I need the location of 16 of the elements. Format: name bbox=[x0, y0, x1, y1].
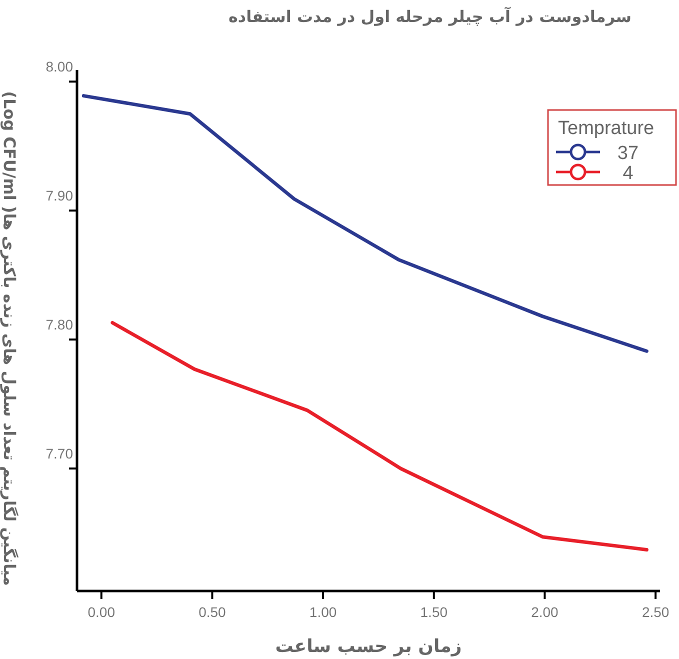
legend-label: 4 bbox=[622, 163, 634, 184]
y-tick-label: 7.80 bbox=[46, 316, 74, 333]
y-axis-title: میانگین لگاریتم تعداد سلول های زنده باکتری ها( Log CFU/ml) bbox=[0, 91, 19, 586]
x-tick-label: 0.00 bbox=[88, 604, 116, 620]
x-tick-label: 1.50 bbox=[420, 604, 448, 620]
chart-title: سرمادوست در آب چیلر مرحله اول در مدت استفاده bbox=[228, 6, 632, 26]
x-tick-label: 2.50 bbox=[642, 604, 670, 620]
x-tick-label: 0.50 bbox=[198, 604, 226, 620]
x-tick-label: 1.00 bbox=[309, 604, 337, 620]
y-tick-label: 7.70 bbox=[46, 445, 74, 462]
legend-title: Temprature bbox=[558, 118, 654, 139]
y-tick-label: 8.00 bbox=[46, 58, 74, 75]
x-axis-title: زمان بر حسب ساعت bbox=[275, 636, 462, 657]
legend-label: 37 bbox=[617, 143, 639, 164]
y-tick-label: 7.90 bbox=[46, 188, 74, 204]
x-tick-label: 2.00 bbox=[531, 604, 559, 620]
